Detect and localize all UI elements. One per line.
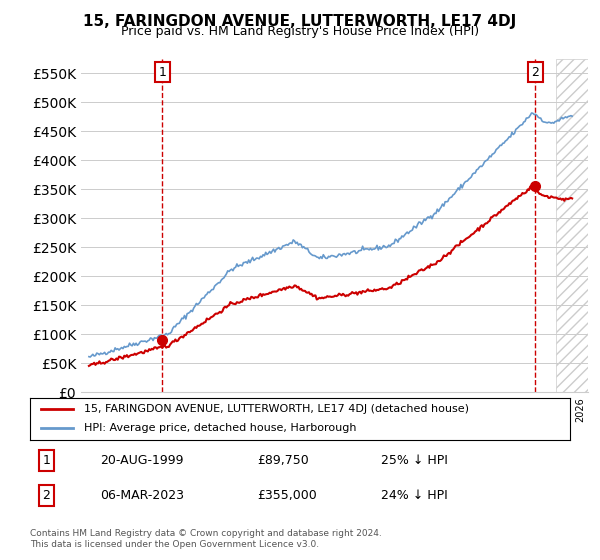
Text: 15, FARINGDON AVENUE, LUTTERWORTH, LE17 4DJ (detached house): 15, FARINGDON AVENUE, LUTTERWORTH, LE17 … bbox=[84, 404, 469, 414]
Text: £89,750: £89,750 bbox=[257, 454, 308, 467]
Text: 2: 2 bbox=[532, 66, 539, 78]
Text: 06-MAR-2023: 06-MAR-2023 bbox=[100, 489, 184, 502]
Text: 25% ↓ HPI: 25% ↓ HPI bbox=[381, 454, 448, 467]
Text: 24% ↓ HPI: 24% ↓ HPI bbox=[381, 489, 448, 502]
Text: HPI: Average price, detached house, Harborough: HPI: Average price, detached house, Harb… bbox=[84, 423, 356, 433]
Text: Contains HM Land Registry data © Crown copyright and database right 2024.
This d: Contains HM Land Registry data © Crown c… bbox=[30, 529, 382, 549]
Text: 1: 1 bbox=[158, 66, 166, 78]
Text: £355,000: £355,000 bbox=[257, 489, 317, 502]
Text: 20-AUG-1999: 20-AUG-1999 bbox=[100, 454, 184, 467]
Text: 15, FARINGDON AVENUE, LUTTERWORTH, LE17 4DJ: 15, FARINGDON AVENUE, LUTTERWORTH, LE17 … bbox=[83, 14, 517, 29]
Text: 1: 1 bbox=[42, 454, 50, 467]
Text: 2: 2 bbox=[42, 489, 50, 502]
Text: Price paid vs. HM Land Registry's House Price Index (HPI): Price paid vs. HM Land Registry's House … bbox=[121, 25, 479, 38]
